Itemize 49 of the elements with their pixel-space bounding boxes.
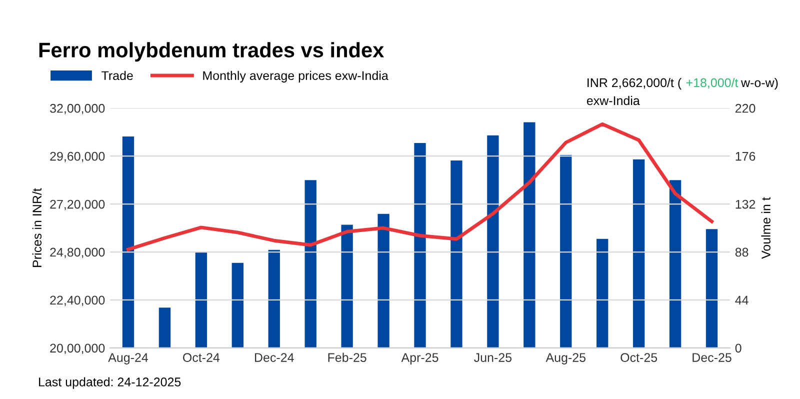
bar bbox=[524, 122, 536, 348]
y-axis-title: Prices in INR/t bbox=[32, 188, 42, 267]
bar bbox=[596, 238, 608, 348]
bar bbox=[669, 180, 682, 348]
x-tick-label: Aug-25 bbox=[546, 353, 586, 364]
bar bbox=[304, 180, 316, 348]
legend-label: Monthly average prices exw-India bbox=[203, 70, 388, 83]
x-tick-label: Oct-24 bbox=[183, 353, 220, 362]
text: Last updated: 24-12-2025 bbox=[39, 377, 181, 389]
line-series bbox=[126, 122, 714, 252]
bar bbox=[706, 229, 718, 348]
y-tick-label: 22,40,000 bbox=[50, 296, 105, 306]
y2-tick-label: 88 bbox=[735, 248, 748, 257]
x-tick-label: Feb-25 bbox=[328, 352, 366, 362]
y-tick-label: 20,00,000 bbox=[50, 344, 105, 354]
bar bbox=[232, 262, 244, 348]
x-tick-label: Oct-25 bbox=[620, 353, 658, 362]
y2-axis-title: Voulme in t bbox=[761, 197, 770, 259]
bar bbox=[487, 135, 499, 348]
y2-tick-label: 0 bbox=[735, 344, 742, 353]
x-tick-label: Jun-25 bbox=[474, 353, 512, 362]
bar bbox=[341, 224, 353, 348]
y-tick-label: 27,20,000 bbox=[50, 200, 105, 210]
y-tick-label: 29,60,000 bbox=[50, 152, 105, 162]
x-tick-label: Apr-25 bbox=[401, 353, 438, 364]
bar bbox=[158, 308, 171, 348]
x-tick-label: Aug-24 bbox=[108, 353, 148, 364]
chart-title: Ferro molybdenum trades vs index bbox=[39, 42, 384, 62]
y-tick-label: 32,00,000 bbox=[50, 104, 105, 114]
bar bbox=[632, 159, 645, 348]
y2-tick-label: 44 bbox=[735, 296, 748, 304]
bar bbox=[378, 214, 390, 348]
bar bbox=[268, 250, 280, 348]
y2-tick-label: 220 bbox=[735, 104, 756, 113]
bar bbox=[450, 160, 462, 348]
y2-tick-label: 176 bbox=[736, 152, 756, 161]
bar bbox=[122, 136, 134, 348]
text: exw-India bbox=[586, 96, 640, 106]
x-tick-label: Dec-25 bbox=[692, 353, 732, 362]
bar bbox=[560, 155, 572, 348]
text: INR 2,662,000/t ( bbox=[588, 78, 682, 90]
y2-tick-label: 132 bbox=[736, 200, 756, 209]
legend-label: Trade bbox=[102, 70, 133, 80]
y-tick-label: 24,80,000 bbox=[50, 248, 105, 258]
text: w-o-w) bbox=[740, 78, 778, 90]
text: +18,000/t bbox=[686, 78, 738, 89]
bar bbox=[195, 252, 208, 348]
bar bbox=[414, 143, 426, 348]
x-tick-label: Dec-24 bbox=[254, 353, 294, 362]
